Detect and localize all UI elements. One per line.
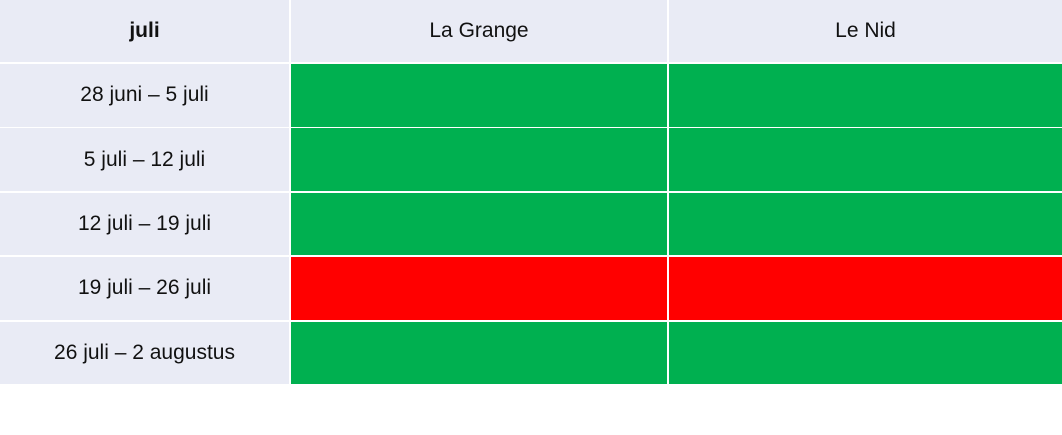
availability-table: juli La Grange Le Nid 28 juni – 5 juli 5 jul… xyxy=(0,0,1062,386)
status-cell xyxy=(291,64,667,127)
row-label: 12 juli – 19 juli xyxy=(0,192,289,256)
status-cell xyxy=(669,257,1062,320)
column-header: juli xyxy=(0,0,289,62)
status-cell xyxy=(669,321,1062,385)
row-label: 28 juni – 5 juli xyxy=(0,64,289,127)
status-cell xyxy=(291,257,667,320)
status-cell xyxy=(291,321,667,385)
status-cell xyxy=(669,128,1062,191)
column-header: Le Nid xyxy=(669,0,1062,62)
status-cell xyxy=(291,192,667,256)
row-label: 5 juli – 12 juli xyxy=(0,128,289,191)
status-cell xyxy=(669,192,1062,256)
status-cell xyxy=(291,128,667,191)
column-header: La Grange xyxy=(291,0,667,62)
row-label: 26 juli – 2 augustus xyxy=(0,321,289,385)
status-cell xyxy=(669,64,1062,127)
row-label: 19 juli – 26 juli xyxy=(0,257,289,320)
